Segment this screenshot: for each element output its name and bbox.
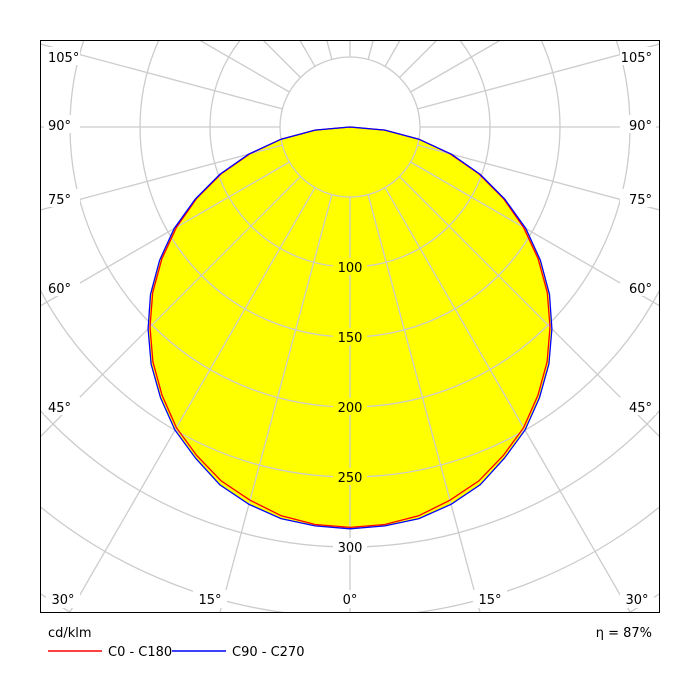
legend-label-c0-c180: C0 - C180 — [108, 645, 172, 660]
grid-ray — [219, 194, 333, 613]
radial-label-bg — [333, 258, 367, 275]
series-line-c0-c180 — [149, 126, 551, 529]
grid-ray — [40, 43, 283, 110]
angle-label-right-2: 75° — [629, 193, 652, 208]
unit-label: cd/klm — [48, 626, 92, 641]
grid-ray — [384, 40, 401, 67]
angle-label-bottom-4: 30° — [625, 593, 648, 608]
angle-label-bottom-2: 0° — [343, 593, 358, 608]
grid-ray — [262, 40, 301, 78]
grid-ray — [417, 43, 660, 110]
radial-label-bg — [333, 468, 367, 485]
radial-tick-label-150: 150 — [338, 331, 363, 346]
grid-ray — [417, 144, 660, 211]
radial-label-bg — [333, 538, 367, 555]
grid-ray — [326, 40, 333, 60]
grid-ray — [198, 40, 290, 93]
angle-label-right-3: 60° — [629, 282, 652, 297]
angle-label-right-1: 90° — [629, 119, 652, 134]
efficiency-label: η = 87% — [596, 626, 652, 641]
grid-ray — [399, 40, 438, 78]
grid-ray — [40, 161, 290, 307]
grid-ray — [410, 40, 502, 93]
grid-ray — [40, 144, 283, 211]
radial-label-bg — [333, 328, 367, 345]
angle-label-right-4: 45° — [629, 401, 652, 416]
angle-label-bottom-1: 15° — [198, 593, 221, 608]
grid-ray — [367, 194, 481, 613]
grid-ray — [367, 40, 374, 60]
radial-tick-label-200: 200 — [338, 401, 363, 416]
angle-label-left-4: 45° — [48, 401, 71, 416]
grid-ray — [399, 176, 660, 438]
grid-ray — [40, 176, 301, 438]
angle-label-bottom-3: 15° — [478, 593, 501, 608]
legend-label-c90-c270: C90 - C270 — [232, 645, 304, 660]
angle-label-left-1: 90° — [48, 119, 71, 134]
angle-label-left-0: 105° — [48, 51, 79, 66]
series-line-c90-c270 — [147, 126, 553, 530]
grid-ray — [299, 40, 316, 67]
chart-frame — [40, 40, 660, 613]
angle-label-left-3: 60° — [48, 282, 71, 297]
grid-ray — [384, 187, 632, 613]
angle-label-right-0: 105° — [621, 51, 652, 66]
radial-tick-label-300: 300 — [338, 541, 363, 556]
radial-tick-label-250: 250 — [338, 471, 363, 486]
radial-label-bg — [333, 398, 367, 415]
grid-ray — [68, 187, 316, 613]
radial-tick-label-100: 100 — [338, 261, 363, 276]
grid-ray — [410, 161, 660, 307]
angle-label-bottom-0: 30° — [51, 593, 74, 608]
angle-label-left-2: 75° — [48, 193, 71, 208]
